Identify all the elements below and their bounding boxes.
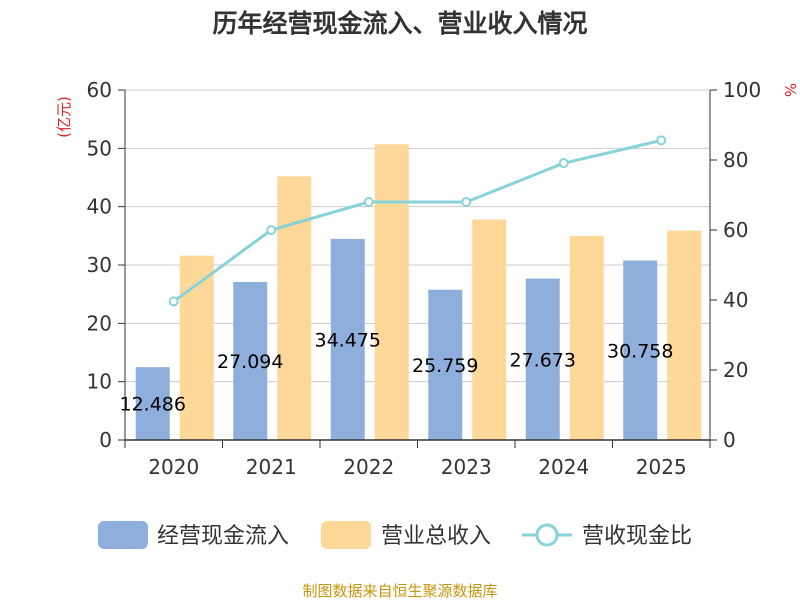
bars — [135, 144, 702, 441]
ratio-point-2020 — [168, 296, 179, 307]
y-left-tick-label: 50 — [87, 136, 112, 160]
legend-label-cash-inflow: 经营现金流入 — [157, 524, 289, 549]
y-right-tick-label: 0 — [723, 428, 736, 452]
y-left-tick-label: 60 — [87, 78, 112, 102]
ratio-point-2024 — [558, 158, 569, 169]
legend-swatch-revenue — [321, 521, 371, 549]
y-right-tick-label: 60 — [723, 218, 748, 242]
ratio-point-2025 — [656, 135, 667, 146]
bar-cash-inflow-2020 — [135, 367, 170, 440]
ratio-series-line — [172, 138, 662, 303]
y-right-unit-label: % — [781, 83, 799, 97]
x-tick-label: 2023 — [441, 455, 492, 479]
data-label-cash-inflow-2021: 27.094 — [217, 351, 283, 373]
x-tick-label: 2024 — [538, 455, 589, 479]
ratio-point-2022 — [363, 197, 374, 207]
bar-revenue-2025 — [667, 230, 702, 440]
data-label-cash-inflow-2023: 25.759 — [412, 355, 478, 377]
bar-revenue-2022 — [374, 144, 409, 440]
ratio-line — [168, 135, 667, 307]
y-left-unit-label: (亿元) — [55, 96, 73, 138]
x-tick-label: 2021 — [246, 455, 297, 479]
legend-item-ratio[interactable]: 营收现金比 — [522, 523, 692, 549]
axes: 0 10 20 30 40 50 60 0 20 40 60 80 100 2020 2021 2022 202… — [87, 78, 762, 479]
y-right-tick-label: 40 — [723, 288, 748, 312]
data-label-cash-inflow-2022: 34.475 — [315, 329, 381, 351]
bar-cash-inflow-2022 — [330, 238, 365, 440]
y-left-tick-label: 0 — [99, 428, 112, 452]
x-tick-label: 2020 — [148, 455, 199, 479]
bar-revenue-2024 — [569, 235, 604, 440]
y-left-tick-label: 30 — [87, 253, 112, 277]
data-labels: 12.486 27.094 34.475 25.759 27.673 30.758 — [120, 329, 674, 415]
bar-cash-inflow-2024 — [525, 278, 560, 440]
legend-label-ratio: 营收现金比 — [582, 524, 692, 549]
legend-item-cash-inflow[interactable]: 经营现金流入 — [98, 521, 289, 549]
y-right-tick-label: 20 — [723, 358, 748, 382]
ratio-point-2021 — [266, 225, 277, 235]
legend: 经营现金流入 营业总收入 营收现金比 — [98, 521, 692, 549]
data-label-cash-inflow-2025: 30.758 — [607, 340, 673, 362]
y-right-tick-label: 100 — [723, 78, 761, 102]
legend-swatch-cash-inflow — [98, 521, 148, 549]
bar-cash-inflow-2025 — [623, 260, 658, 440]
chart-title: 历年经营现金流入、营业收入情况 — [212, 9, 587, 38]
data-label-cash-inflow-2020: 12.486 — [120, 394, 186, 416]
legend-item-revenue[interactable]: 营业总收入 — [321, 521, 491, 549]
y-left-tick-label: 40 — [87, 195, 112, 219]
bar-revenue-2021 — [277, 176, 312, 441]
legend-marker-ratio — [535, 523, 559, 547]
y-left-tick-label: 10 — [87, 370, 112, 394]
y-left-tick-label: 20 — [87, 311, 112, 335]
bar-cash-inflow-2023 — [428, 289, 463, 440]
data-label-cash-inflow-2024: 27.673 — [510, 349, 576, 371]
legend-label-revenue: 营业总收入 — [381, 524, 491, 549]
x-tick-label: 2025 — [636, 455, 687, 479]
x-tick-label: 2022 — [343, 455, 394, 479]
y-right-tick-label: 80 — [723, 148, 748, 172]
source-note: 制图数据来自恒生聚源数据库 — [302, 582, 497, 600]
bar-revenue-2023 — [472, 219, 507, 440]
bar-cash-inflow-2021 — [233, 281, 268, 440]
ratio-point-2023 — [461, 197, 472, 207]
